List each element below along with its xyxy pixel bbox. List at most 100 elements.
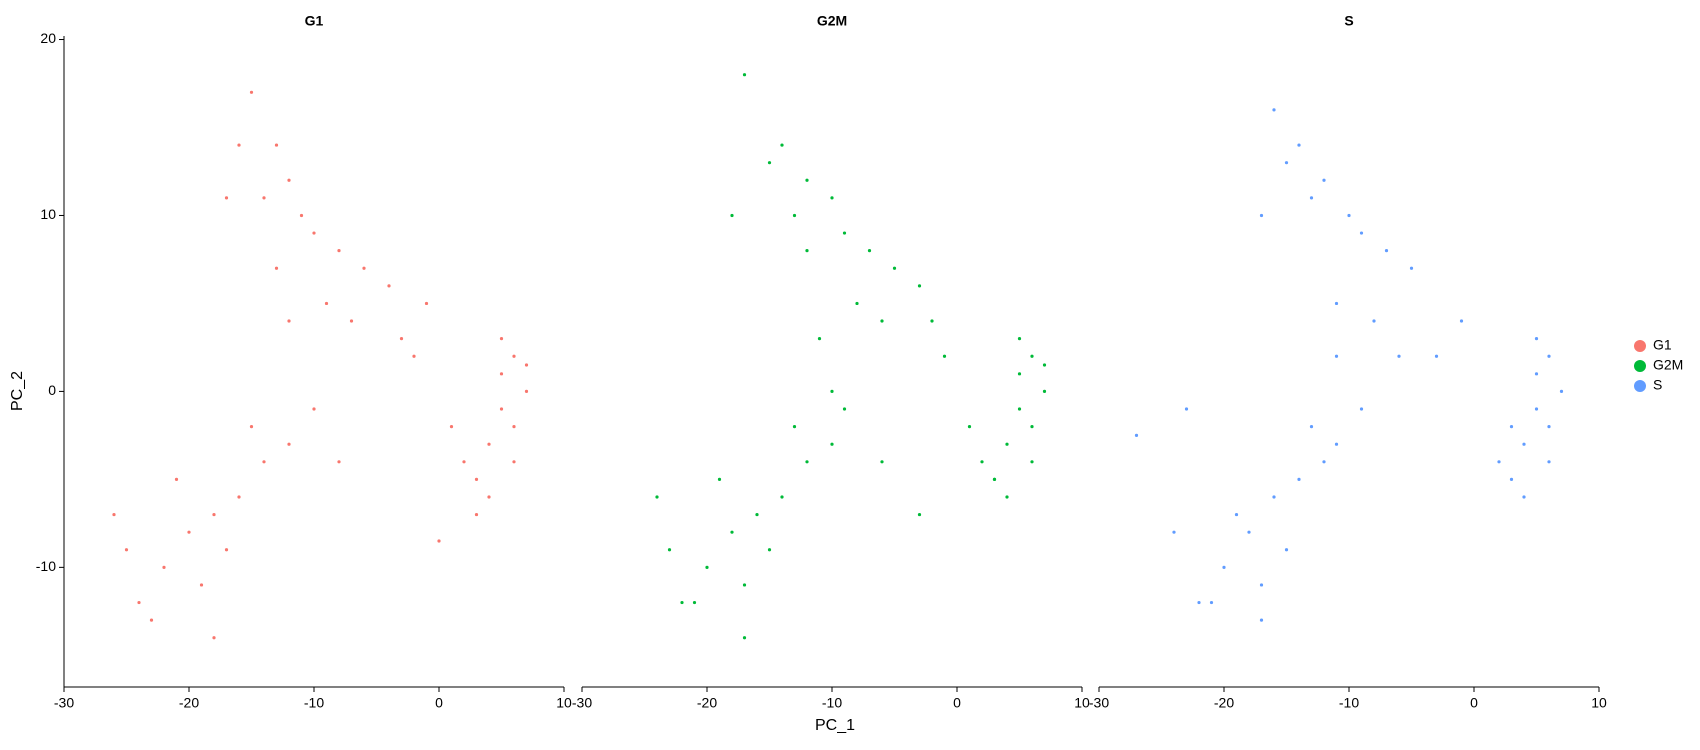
point (462, 460, 466, 464)
point (1197, 600, 1201, 605)
y-axis-label: PC_2 (9, 371, 26, 411)
point (337, 249, 341, 253)
point (742, 636, 747, 640)
point (1259, 618, 1264, 622)
x-tick-label: -20 (1214, 695, 1234, 711)
point (1259, 583, 1264, 587)
point (705, 565, 709, 569)
point (805, 178, 809, 182)
point (499, 407, 504, 411)
point (1397, 354, 1401, 358)
point (387, 284, 391, 288)
point (1372, 319, 1376, 323)
point (1534, 407, 1539, 411)
point (880, 319, 884, 323)
point (1334, 354, 1339, 358)
y-tick-label: 20 (40, 30, 56, 46)
point (1234, 512, 1239, 517)
point (212, 512, 216, 517)
point (780, 495, 784, 499)
point (287, 178, 291, 182)
point (892, 266, 897, 270)
point (1042, 389, 1047, 394)
x-tick-label: -10 (1339, 695, 1359, 711)
point (755, 512, 759, 517)
point (1184, 407, 1189, 411)
legend-marker (1634, 380, 1646, 392)
point (967, 425, 972, 429)
point (262, 460, 266, 464)
point (1347, 213, 1351, 218)
point (512, 354, 516, 358)
point (512, 460, 516, 464)
point (1272, 495, 1276, 499)
point (742, 583, 747, 587)
point (324, 301, 329, 306)
point (249, 425, 254, 429)
point (842, 407, 847, 411)
x-tick-label: -20 (179, 695, 199, 711)
point (1522, 442, 1526, 446)
point (655, 495, 659, 499)
y-tick-label: 10 (40, 206, 56, 222)
y-tick-label: -10 (36, 558, 56, 574)
point (1547, 354, 1551, 358)
x-tick-label: -30 (1089, 695, 1109, 711)
x-tick-label: 10 (556, 695, 572, 711)
point (1409, 266, 1414, 270)
point (1247, 530, 1251, 534)
point (1005, 495, 1009, 499)
point (187, 530, 191, 534)
point (1005, 442, 1009, 446)
x-tick-label: 10 (1591, 695, 1607, 711)
x-tick-label: -10 (822, 695, 842, 711)
point (830, 442, 834, 446)
point (1017, 372, 1022, 376)
point (424, 301, 429, 306)
point (867, 249, 872, 253)
point (337, 460, 341, 464)
point (262, 196, 266, 200)
point (680, 600, 684, 605)
legend-label: G2M (1653, 357, 1683, 373)
point (805, 460, 809, 464)
x-tick-label: -20 (697, 695, 717, 711)
point (312, 231, 316, 235)
point (1459, 319, 1464, 323)
point (917, 284, 922, 288)
point (1534, 337, 1539, 341)
point (1134, 433, 1139, 437)
point (162, 565, 166, 569)
point (980, 460, 984, 464)
point (412, 354, 416, 358)
point (274, 143, 279, 147)
point (399, 337, 404, 341)
point (524, 389, 529, 394)
point (1042, 363, 1047, 367)
point (1359, 407, 1364, 411)
point (1434, 354, 1439, 358)
point (1284, 548, 1289, 552)
point (992, 477, 997, 481)
point (1259, 213, 1264, 218)
point (730, 530, 734, 534)
point (1509, 477, 1514, 481)
point (917, 512, 922, 517)
point (312, 407, 316, 411)
point (1030, 460, 1034, 464)
x-tick-label: 0 (435, 695, 443, 711)
point (1497, 460, 1501, 464)
point (237, 143, 241, 147)
point (1509, 425, 1514, 429)
point (830, 196, 834, 200)
point (249, 90, 254, 94)
point (1547, 460, 1551, 464)
point (805, 249, 809, 253)
point (237, 495, 241, 499)
x-tick-label: -10 (304, 695, 324, 711)
legend-marker (1634, 340, 1646, 352)
point (1309, 196, 1314, 200)
point (1322, 178, 1326, 182)
point (880, 460, 884, 464)
